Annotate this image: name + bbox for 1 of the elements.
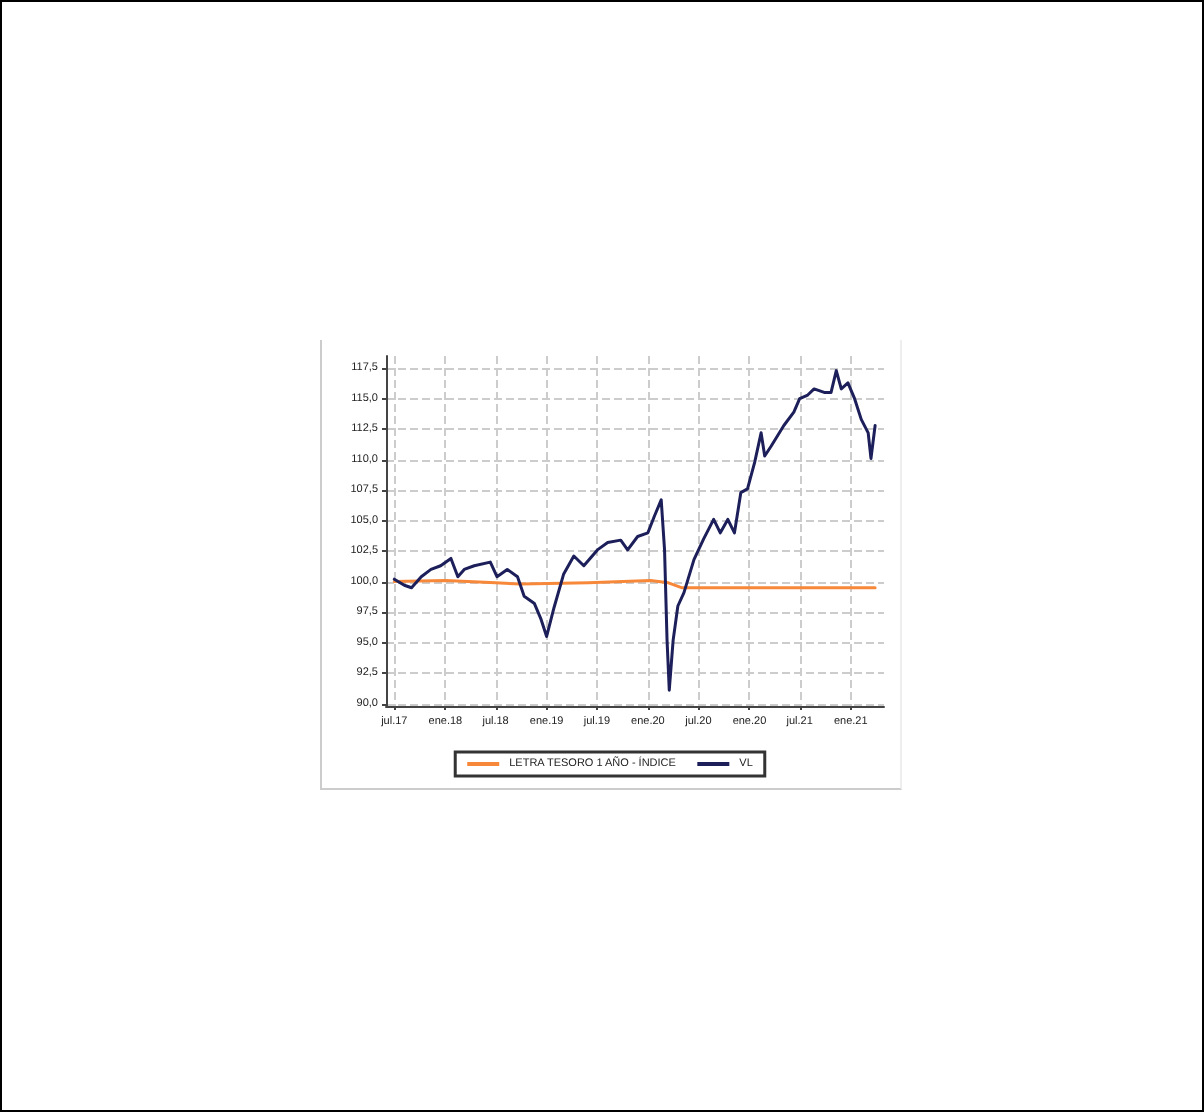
line-series xyxy=(392,369,877,692)
